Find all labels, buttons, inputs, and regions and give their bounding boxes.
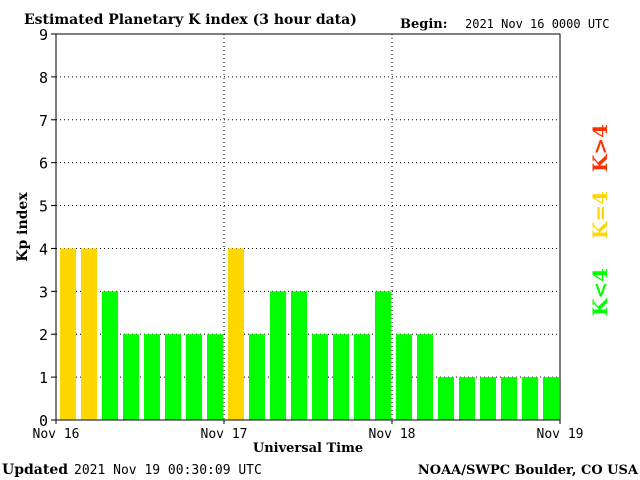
kp-bar [543, 377, 559, 420]
kp-bar [312, 334, 328, 420]
y-axis-label: Kp index [15, 192, 31, 262]
y-axis: 0 1 2 3 4 5 6 7 8 9 [39, 26, 56, 430]
chart-title: Estimated Planetary K index (3 hour data… [24, 12, 357, 28]
kp-bar [501, 377, 517, 420]
kp-bar [438, 377, 454, 420]
x-tick-label: Nov 18 [369, 427, 416, 442]
y-tick-label: 9 [39, 26, 48, 44]
y-tick-label: 2 [39, 326, 48, 344]
x-tick-label: Nov 19 [537, 427, 584, 442]
x-axis-label: Universal Time [253, 441, 363, 456]
legend-k-equal-4: K=4 [588, 191, 612, 239]
kp-bar [480, 377, 496, 420]
kp-bar [354, 334, 370, 420]
x-tick-label: Nov 16 [33, 427, 80, 442]
updated-value: 2021 Nov 19 00:30:09 UTC [74, 463, 262, 478]
kp-bar [165, 334, 181, 420]
kp-bar [270, 291, 286, 420]
y-tick-label: 4 [39, 240, 48, 258]
y-tick-label: 8 [39, 69, 48, 87]
y-tick-label: 6 [39, 155, 48, 173]
y-tick-label: 7 [39, 112, 48, 130]
y-tick-label: 0 [39, 412, 48, 430]
x-axis: Nov 16 Nov 17 Nov 18 Nov 19 [33, 420, 584, 442]
grid-lines [56, 34, 560, 420]
kp-bar [522, 377, 538, 420]
x-tick-label: Nov 17 [201, 427, 248, 442]
legend-k-less-4: K<4 [588, 268, 612, 316]
kp-bar [81, 248, 97, 420]
kp-bar [249, 334, 265, 420]
kp-bar [186, 334, 202, 420]
kp-bar [228, 248, 244, 420]
updated-label: Updated [2, 462, 68, 478]
kp-bar [60, 248, 76, 420]
plot-frame [55, 33, 561, 421]
y-tick-label: 1 [39, 369, 48, 387]
credit-text: NOAA/SWPC Boulder, CO USA [418, 463, 639, 478]
kp-bar [459, 377, 475, 420]
bar-series [60, 248, 559, 420]
kp-bar [291, 291, 307, 420]
kp-bar [123, 334, 139, 420]
legend-k-greater-4: K>4 [588, 124, 612, 172]
kp-bar [375, 291, 391, 420]
kp-bar [396, 334, 412, 420]
begin-value: 2021 Nov 16 0000 UTC [465, 17, 610, 31]
begin-label: Begin: [400, 17, 448, 32]
kp-bar [207, 334, 223, 420]
kp-bar [333, 334, 349, 420]
kp-bar [144, 334, 160, 420]
kp-bar [417, 334, 433, 420]
y-tick-label: 5 [39, 198, 48, 216]
y-tick-label: 3 [39, 283, 48, 301]
kp-bar [102, 291, 118, 420]
